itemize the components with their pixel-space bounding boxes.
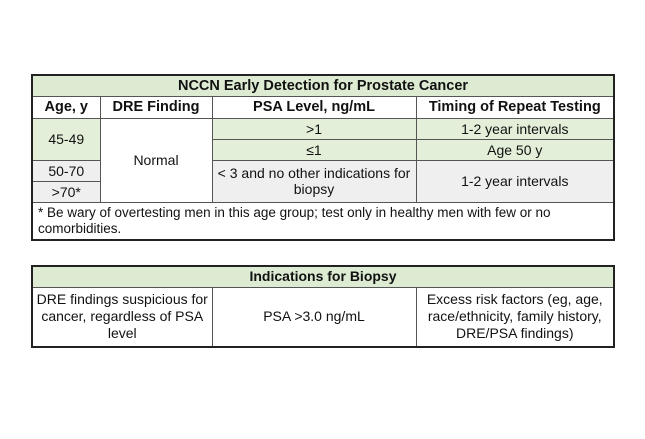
timing-cell-3: 1-2 year intervals — [415, 159, 615, 203]
biopsy-indications-table: Indications for Biopsy DRE findings susp… — [31, 265, 615, 348]
timing-cell-1: 1-2 year intervals — [415, 117, 615, 140]
biopsy-psa-cell: PSA >3.0 ng/mL — [211, 286, 417, 348]
table-title: NCCN Early Detection for Prostate Cancer — [31, 74, 615, 97]
header-timing: Timing of Repeat Testing — [415, 95, 615, 119]
nccn-detection-table: NCCN Early Detection for Prostate Cancer… — [31, 74, 616, 241]
header-psa-level: PSA Level, ng/mL — [211, 95, 417, 119]
psa-le1-cell: ≤1 — [211, 138, 417, 161]
age-cell-50-70: 50-70 — [31, 159, 101, 182]
biopsy-table-title: Indications for Biopsy — [31, 265, 615, 288]
psa-gt1-cell: >1 — [211, 117, 417, 140]
timing-cell-2: Age 50 y — [415, 138, 615, 161]
header-dre-finding: DRE Finding — [99, 95, 213, 119]
footnote: * Be wary of overtesting men in this age… — [31, 201, 615, 241]
biopsy-dre-cell: DRE findings suspicious for cancer, rega… — [31, 286, 213, 348]
psa-lt3-cell: < 3 and no other indications for biopsy — [211, 159, 417, 203]
dre-normal-cell: Normal — [99, 117, 213, 203]
biopsy-risk-factors-cell: Excess risk factors (eg, age, race/ethni… — [415, 286, 615, 348]
header-age: Age, y — [31, 95, 101, 119]
age-cell-70-plus: >70* — [31, 180, 101, 203]
age-cell-45-49: 45-49 — [31, 117, 101, 161]
